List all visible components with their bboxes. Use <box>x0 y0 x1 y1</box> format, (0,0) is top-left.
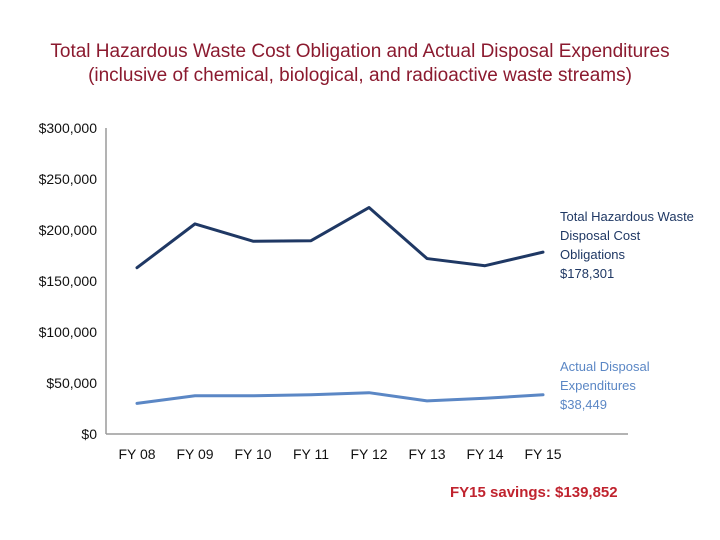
y-tick-label: $300,000 <box>39 120 98 136</box>
y-tick-label: $150,000 <box>39 273 98 289</box>
series-label-line: $38,449 <box>560 397 607 412</box>
series-line <box>135 391 545 405</box>
chart-subtitle: (inclusive of chemical, biological, and … <box>88 65 632 86</box>
series-label-line: Obligations <box>560 247 626 262</box>
series-label-line: $178,301 <box>560 266 614 281</box>
x-tick-label: FY 09 <box>176 446 213 462</box>
series-label-line: Total Hazardous Waste <box>560 209 694 224</box>
series-label-line: Disposal Cost <box>560 228 641 243</box>
y-tick-label: $50,000 <box>46 375 97 391</box>
axes <box>105 128 628 435</box>
series-label-line: Actual Disposal <box>560 359 650 374</box>
y-tick-label: $0 <box>81 426 97 442</box>
y-tick-label: $100,000 <box>39 324 98 340</box>
chart-title-block: Total Hazardous Waste Cost Obligation an… <box>0 40 720 88</box>
series-line <box>135 206 545 270</box>
series-lines <box>135 206 545 405</box>
x-tick-label: FY 10 <box>234 446 271 462</box>
x-tick-label: FY 15 <box>524 446 561 462</box>
x-tick-label: FY 12 <box>350 446 387 462</box>
x-axis-ticks: FY 08 FY 09 FY 10 FY 11 FY 12 FY 13 FY 14 FY 15 <box>118 446 561 462</box>
y-tick-label: $250,000 <box>39 171 98 187</box>
y-tick-label: $200,000 <box>39 222 98 238</box>
x-tick-label: FY 14 <box>466 446 503 462</box>
chart-title: Total Hazardous Waste Cost Obligation an… <box>50 41 670 62</box>
y-axis-ticks: $0 $50,000 $100,000 $150,000 $200,000 $250,00… <box>39 120 98 442</box>
series-label-line: Expenditures <box>560 378 636 393</box>
x-tick-label: FY 11 <box>293 446 329 462</box>
savings-annotation: FY15 savings: $139,852 <box>450 484 618 501</box>
x-tick-label: FY 13 <box>408 446 445 462</box>
series-labels: Total Hazardous Waste Disposal Cost Obliga… <box>560 209 694 412</box>
x-tick-label: FY 08 <box>118 446 155 462</box>
